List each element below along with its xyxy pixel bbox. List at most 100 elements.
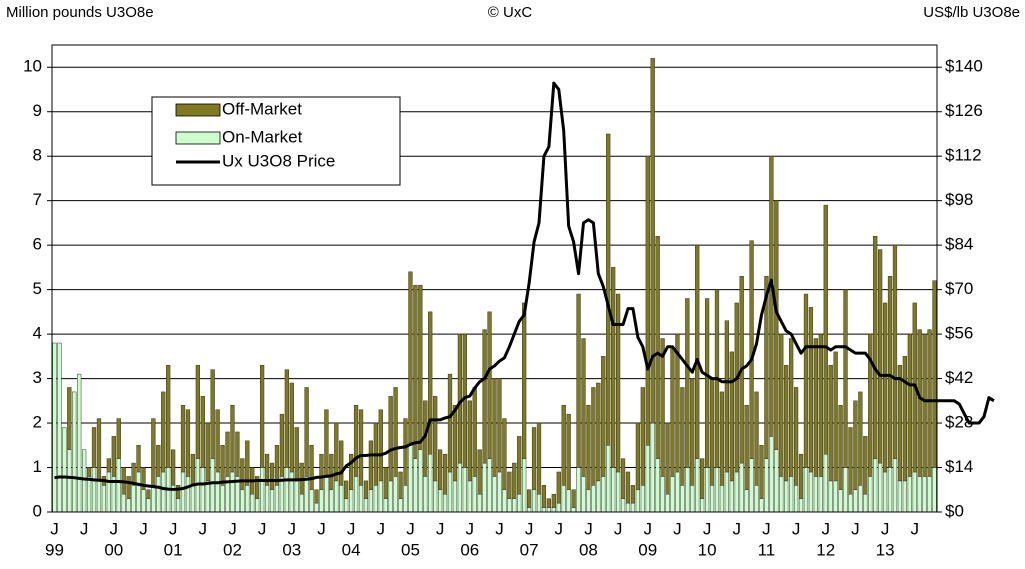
- bar-segment: [151, 418, 156, 486]
- bar-segment: [774, 449, 779, 513]
- bar-segment: [418, 449, 423, 513]
- bar-segment: [205, 480, 210, 513]
- bar-segment: [294, 480, 299, 513]
- bar-segment: [52, 342, 57, 513]
- bar-segment: [116, 458, 121, 513]
- bar-segment: [126, 498, 131, 513]
- bar-segment: [433, 396, 438, 482]
- bar-segment: [210, 369, 215, 459]
- x-tick-label: J: [851, 519, 860, 538]
- legend-label: Off-Market: [222, 99, 302, 118]
- bar-segment: [571, 507, 576, 513]
- x-year-label: 04: [342, 540, 361, 559]
- bar-segment: [665, 493, 670, 513]
- bar-segment: [704, 298, 710, 468]
- bar-segment: [907, 333, 912, 477]
- bar-segment: [482, 329, 487, 464]
- y2-tick-label: $126: [945, 101, 983, 120]
- bar-segment: [784, 364, 789, 482]
- bar-segment: [759, 445, 764, 499]
- x-tick-label: J: [555, 519, 564, 538]
- left-axis-label: Million pounds U3O8e: [6, 4, 154, 21]
- bar-segment: [601, 476, 606, 513]
- bar-segment: [640, 485, 645, 513]
- bar-segment: [551, 507, 556, 513]
- x-tick-label: J: [50, 519, 59, 538]
- bar-segment: [818, 476, 823, 513]
- y-tick-label: 6: [33, 235, 42, 254]
- bar-segment: [314, 489, 319, 504]
- bar-segment: [739, 462, 744, 513]
- bar-segment: [512, 462, 517, 499]
- bar-segment: [887, 276, 893, 468]
- bar-segment: [853, 400, 858, 491]
- bar-segment: [299, 493, 304, 513]
- bar-segment: [175, 498, 181, 513]
- bar-segment: [378, 480, 383, 513]
- bar-segment: [749, 458, 754, 513]
- bar-segment: [101, 485, 107, 513]
- bar-segment: [561, 405, 566, 486]
- bar-segment: [368, 489, 374, 513]
- x-year-label: 00: [104, 540, 123, 559]
- bar-segment: [650, 422, 655, 513]
- bar-segment: [86, 476, 92, 513]
- bar-segment: [378, 409, 383, 482]
- bar-segment: [640, 387, 645, 486]
- bar-segment: [294, 427, 299, 482]
- bar-segment: [536, 493, 542, 513]
- bar-segment: [403, 485, 408, 513]
- bar-segment: [210, 458, 215, 513]
- bar-segment: [630, 485, 636, 504]
- bar-segment: [848, 427, 853, 495]
- bar-segment: [363, 498, 369, 513]
- bar-segment: [917, 329, 922, 477]
- y-tick-label: 7: [33, 190, 42, 209]
- bar-segment: [116, 418, 121, 459]
- x-tick-label: J: [288, 519, 297, 538]
- y2-tick-label: $14: [945, 457, 973, 476]
- bar-segment: [665, 422, 670, 495]
- bar-segment: [304, 387, 309, 477]
- bar-segment: [156, 445, 161, 477]
- x-year-label: 99: [45, 540, 64, 559]
- bar-segment: [383, 498, 388, 513]
- bar-segment: [358, 409, 364, 486]
- x-tick-label: J: [80, 519, 89, 538]
- bar-segment: [418, 284, 423, 450]
- bar-segment: [497, 471, 502, 513]
- bar-segment: [339, 440, 344, 486]
- bar-segment: [131, 485, 136, 513]
- bar-segment: [502, 489, 507, 513]
- bar-segment: [507, 498, 512, 513]
- bar-segment: [339, 485, 344, 513]
- bar-segment: [695, 458, 700, 513]
- legend-swatch: [175, 103, 221, 117]
- bar-segment: [91, 467, 97, 513]
- bar-segment: [393, 476, 398, 513]
- bar-segment: [769, 436, 774, 513]
- bar-segment: [789, 338, 794, 477]
- bar-segment: [467, 480, 472, 513]
- x-tick-label: J: [199, 519, 208, 538]
- bar-segment: [452, 405, 458, 482]
- bar-segment: [764, 276, 769, 459]
- y-tick-label: 1: [33, 457, 42, 476]
- bar-segment: [734, 471, 739, 513]
- bar-segment: [388, 396, 393, 482]
- bar-segment: [284, 467, 289, 513]
- bar-segment: [749, 240, 754, 459]
- bar-segment: [348, 453, 354, 491]
- bar-segment: [798, 453, 804, 499]
- bar-segment: [645, 445, 650, 513]
- bar-segment: [858, 391, 863, 486]
- bar-segment: [536, 422, 542, 495]
- bar-segment: [141, 489, 146, 513]
- x-year-label: 08: [579, 540, 598, 559]
- x-tick-label: J: [911, 519, 920, 538]
- bar-segment: [793, 387, 799, 486]
- y-tick-label: 5: [33, 279, 42, 298]
- y-tick-label: 9: [33, 101, 42, 120]
- bar-segment: [67, 449, 72, 513]
